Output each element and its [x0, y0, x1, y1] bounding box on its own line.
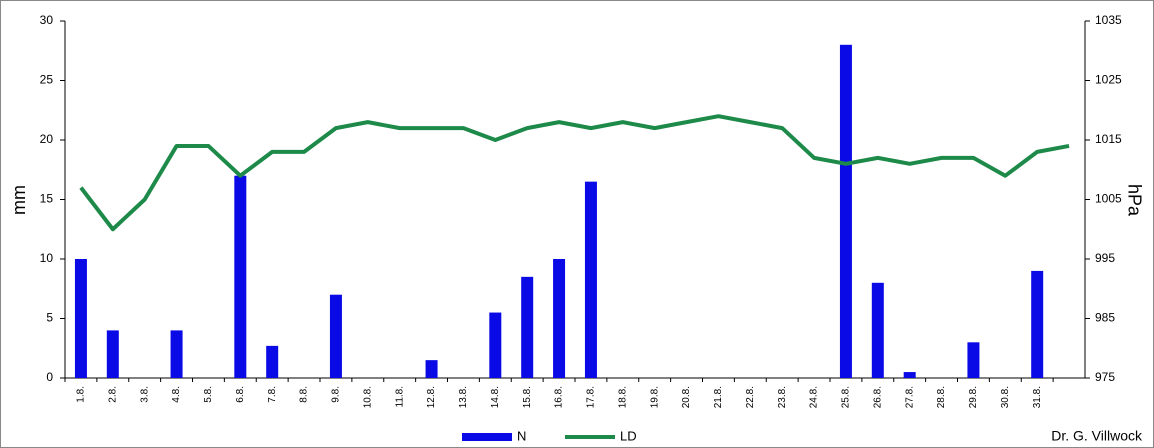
x-tick-label: 4.8. — [171, 386, 182, 403]
x-tick-label: 7.8. — [267, 386, 278, 403]
y-tick-label: 15 — [40, 192, 54, 206]
x-tick-label: 26.8. — [872, 386, 883, 408]
x-tick-label: 23.8. — [777, 386, 788, 408]
x-tick-label: 29.8. — [968, 386, 979, 408]
y2-tick-label: 1035 — [1095, 13, 1122, 27]
bar — [839, 44, 852, 379]
x-tick-label: 12.8. — [426, 386, 437, 408]
x-tick-label: 10.8. — [362, 386, 373, 408]
x-tick-label: 28.8. — [936, 386, 947, 408]
bar — [903, 372, 916, 378]
bar — [106, 330, 119, 378]
y2-tick-label: 1015 — [1095, 132, 1122, 146]
bar — [553, 259, 566, 378]
y-tick-label: 10 — [40, 251, 54, 265]
bar — [871, 282, 884, 378]
bar — [170, 330, 183, 378]
x-tick-label: 11.8. — [394, 386, 405, 408]
x-tick-label: 9.8. — [331, 386, 342, 403]
bar — [234, 175, 247, 378]
x-tick-label: 22.8. — [745, 386, 756, 408]
x-tick-label: 31.8. — [1032, 386, 1043, 408]
x-tick-label: 13.8. — [458, 386, 469, 408]
x-tick-label: 17.8. — [586, 386, 597, 408]
y-tick-label: 5 — [46, 311, 53, 325]
x-tick-label: 27.8. — [904, 386, 915, 408]
bar — [329, 294, 342, 378]
legend-swatch — [462, 433, 512, 441]
x-tick-label: 16.8. — [554, 386, 565, 408]
x-tick-label: 21.8. — [713, 386, 724, 408]
x-tick-label: 18.8. — [617, 386, 628, 408]
bar — [74, 259, 87, 378]
y-tick-label: 30 — [40, 13, 54, 27]
x-tick-label: 19.8. — [649, 386, 660, 408]
y-tick-label: 20 — [40, 132, 54, 146]
x-tick-label: 1.8. — [76, 386, 87, 403]
x-tick-label: 30.8. — [1000, 386, 1011, 408]
x-tick-label: 24.8. — [809, 386, 820, 408]
y2-tick-label: 995 — [1095, 251, 1115, 265]
y2-tick-label: 985 — [1095, 311, 1115, 325]
bar — [1031, 270, 1044, 378]
y2-tick-label: 975 — [1095, 370, 1115, 384]
x-tick-label: 6.8. — [235, 386, 246, 403]
x-tick-label: 14.8. — [490, 386, 501, 408]
bar — [266, 345, 279, 378]
y-axis-label: mm — [9, 185, 29, 215]
y2-tick-label: 1005 — [1095, 192, 1122, 206]
x-tick-label: 3.8. — [139, 386, 150, 403]
x-tick-label: 8.8. — [299, 386, 310, 403]
x-tick-label: 20.8. — [681, 386, 692, 408]
y2-axis-label: hPa — [1124, 184, 1144, 217]
x-tick-label: 15.8. — [522, 386, 533, 408]
bar — [425, 360, 438, 378]
x-tick-label: 25.8. — [841, 386, 852, 408]
y2-tick-label: 1025 — [1095, 73, 1122, 87]
y-tick-label: 25 — [40, 73, 54, 87]
credit: Dr. G. Villwock — [1051, 428, 1143, 444]
legend-label: LD — [620, 428, 637, 443]
bar — [521, 276, 534, 378]
bar — [584, 181, 597, 378]
bar — [489, 312, 502, 378]
x-tick-label: 5.8. — [203, 386, 214, 403]
line — [79, 114, 1070, 232]
bar — [967, 342, 980, 378]
x-tick-label: 2.8. — [107, 386, 118, 403]
y-tick-label: 0 — [46, 370, 53, 384]
legend-label: N — [517, 428, 526, 443]
